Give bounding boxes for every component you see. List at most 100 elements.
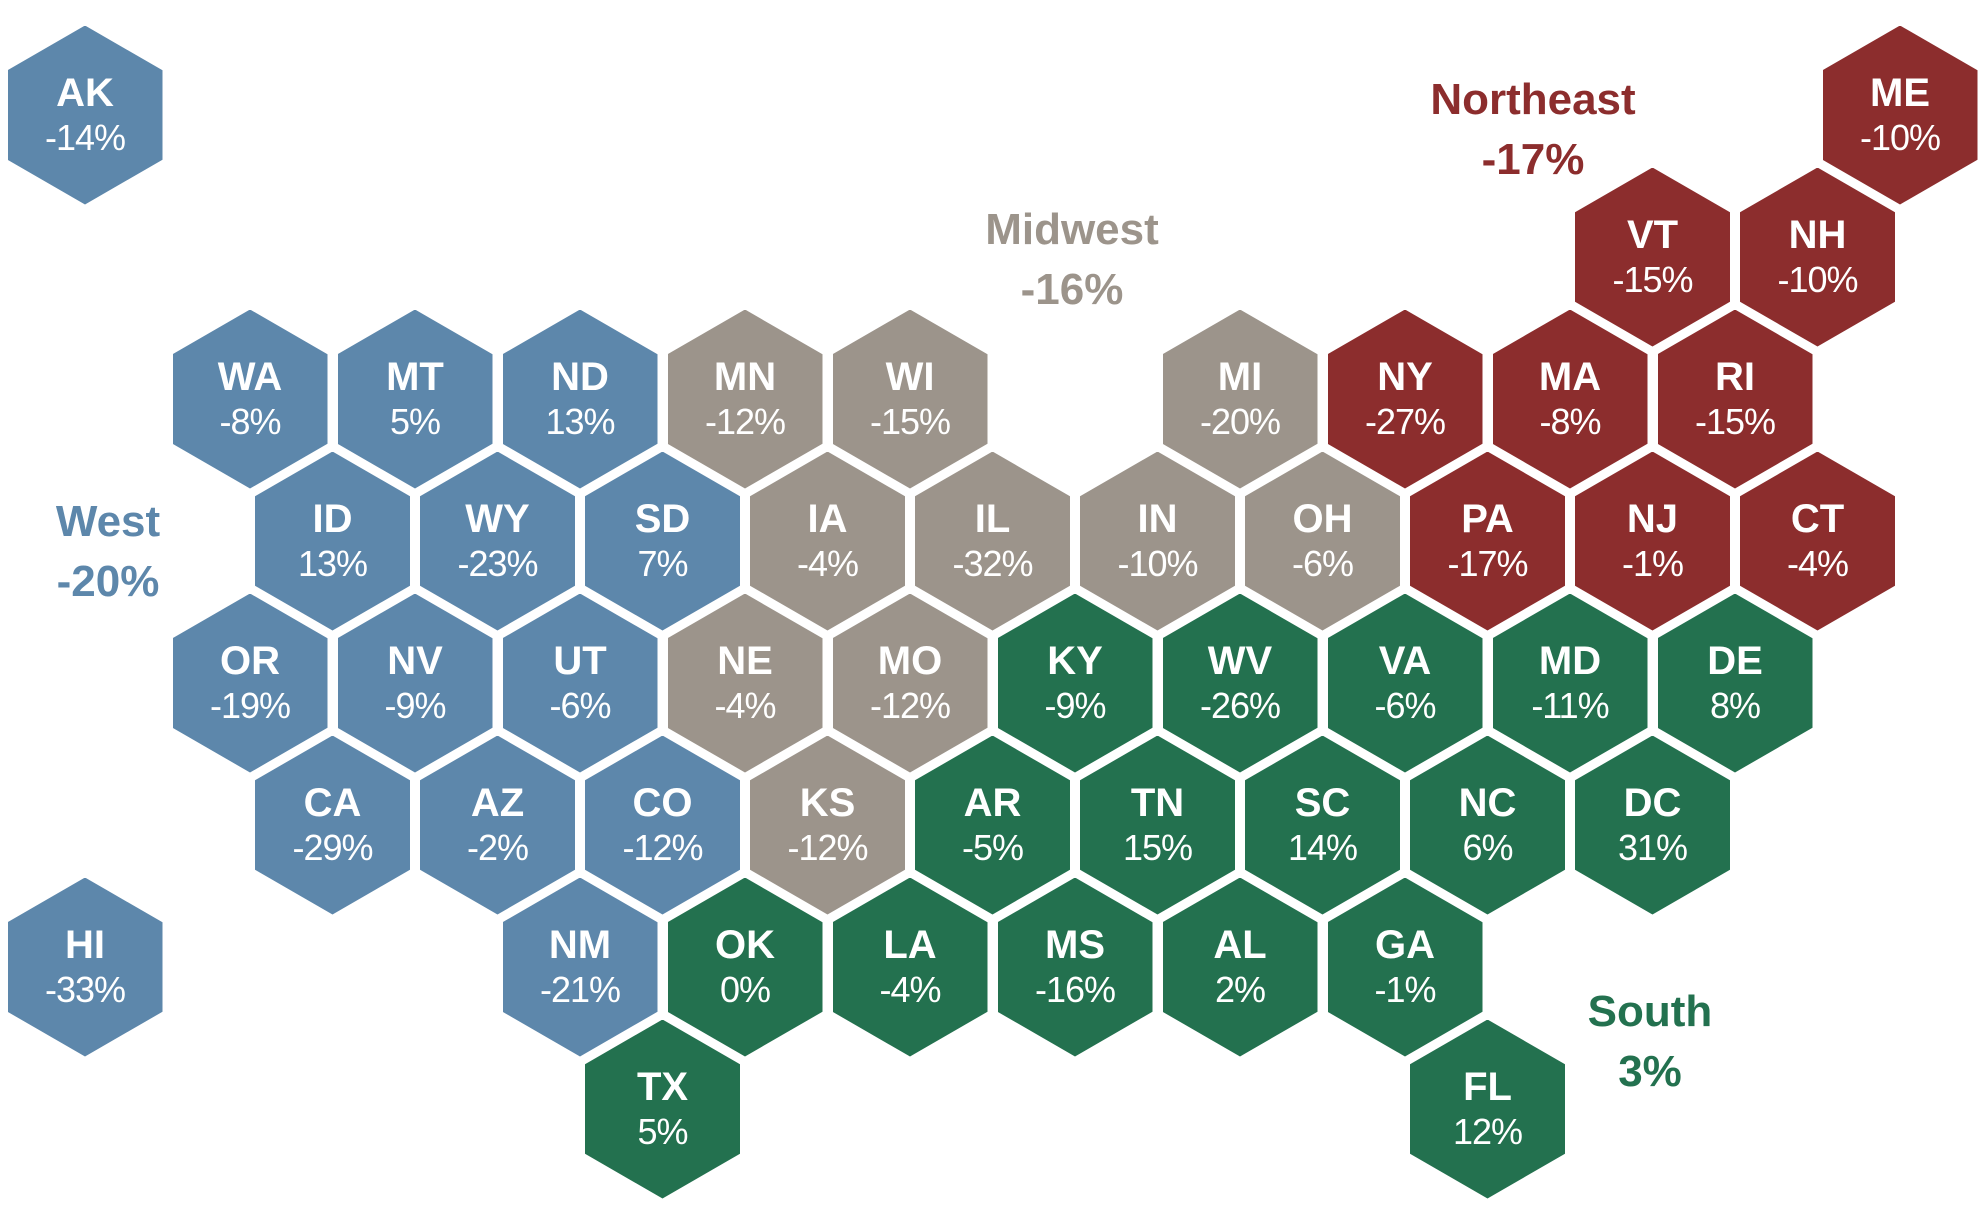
state-hex-il[interactable]: IL -32%: [915, 451, 1070, 631]
state-abbr: VT: [1626, 213, 1679, 257]
state-hex-ut[interactable]: UT -6%: [502, 593, 658, 773]
state-hex-ok[interactable]: OK 0%: [667, 877, 823, 1057]
state-hex-ne[interactable]: NE -4%: [667, 593, 823, 773]
state-abbr: KY: [1047, 639, 1103, 683]
state-abbr: WI: [885, 355, 935, 399]
state-hex-mi[interactable]: MI -20%: [1162, 309, 1318, 489]
state-hex-ak[interactable]: AK -14%: [7, 25, 163, 205]
state-value: -6%: [1374, 685, 1436, 726]
state-hex-wy[interactable]: WY -23%: [420, 451, 575, 631]
state-value: -20%: [1199, 401, 1281, 442]
state-hex-wi[interactable]: WI -15%: [832, 309, 988, 489]
state-value: 0%: [719, 969, 771, 1010]
state-hex-mn[interactable]: MN -12%: [667, 309, 823, 489]
state-abbr: ID: [312, 497, 353, 541]
state-value: -4%: [1786, 543, 1849, 584]
state-hex-al[interactable]: AL 2%: [1162, 877, 1318, 1057]
state-hex-nh[interactable]: NH -10%: [1740, 167, 1895, 347]
region-value: 3%: [1618, 1047, 1682, 1096]
state-value: -11%: [1531, 685, 1609, 726]
state-value: 13%: [545, 401, 615, 442]
state-hex-dc[interactable]: DC 31%: [1575, 735, 1730, 915]
state-hex-or[interactable]: OR -19%: [172, 593, 328, 773]
state-abbr: NE: [717, 639, 773, 683]
state-value: -4%: [714, 685, 776, 726]
state-value: -6%: [1291, 543, 1354, 584]
state-abbr: ME: [1870, 71, 1930, 115]
state-abbr: DE: [1707, 639, 1763, 683]
state-abbr: DC: [1623, 781, 1682, 825]
region-label-west: West -20%: [0, 492, 328, 612]
state-abbr: IL: [974, 497, 1011, 541]
state-hex-sd[interactable]: SD 7%: [585, 451, 740, 631]
state-hex-md[interactable]: MD -11%: [1492, 593, 1648, 773]
state-hex-ms[interactable]: MS -16%: [997, 877, 1153, 1057]
state-value: -1%: [1621, 543, 1684, 584]
state-abbr: AK: [56, 71, 114, 115]
state-value: -5%: [961, 827, 1024, 868]
state-abbr: AL: [1213, 923, 1267, 967]
state-hex-ny[interactable]: NY -27%: [1327, 309, 1483, 489]
region-name: West: [55, 497, 161, 546]
state-hex-wv[interactable]: WV -26%: [1162, 593, 1318, 773]
state-hex-tn[interactable]: TN 15%: [1080, 735, 1235, 915]
state-hex-fl[interactable]: FL 12%: [1410, 1019, 1565, 1199]
state-abbr: MI: [1217, 355, 1263, 399]
state-value: 15%: [1122, 827, 1193, 868]
state-hex-ks[interactable]: KS -12%: [750, 735, 905, 915]
state-hex-mt[interactable]: MT 5%: [337, 309, 493, 489]
state-hex-vt[interactable]: VT -15%: [1575, 167, 1730, 347]
state-hex-ky[interactable]: KY -9%: [997, 593, 1153, 773]
region-value: -16%: [1020, 265, 1124, 314]
state-hex-sc[interactable]: SC 14%: [1245, 735, 1400, 915]
state-hex-ga[interactable]: GA -1%: [1327, 877, 1483, 1057]
state-hex-mo[interactable]: MO -12%: [832, 593, 988, 773]
state-hex-wa[interactable]: WA -8%: [172, 309, 328, 489]
state-hex-ri[interactable]: RI -15%: [1657, 309, 1813, 489]
state-hex-de[interactable]: DE 8%: [1657, 593, 1813, 773]
state-value: -8%: [1539, 401, 1601, 442]
state-hex-nm[interactable]: NM -21%: [502, 877, 658, 1057]
state-hex-ar[interactable]: AR -5%: [915, 735, 1070, 915]
state-hex-nj[interactable]: NJ -1%: [1575, 451, 1730, 631]
region-name: Midwest: [985, 205, 1159, 254]
state-hex-me[interactable]: ME -10%: [1822, 25, 1978, 205]
state-hex-nc[interactable]: NC 6%: [1410, 735, 1565, 915]
state-abbr: WY: [465, 497, 530, 541]
state-hex-ma[interactable]: MA -8%: [1492, 309, 1648, 489]
state-value: -9%: [1044, 685, 1106, 726]
state-hex-nv[interactable]: NV -9%: [337, 593, 493, 773]
state-hex-pa[interactable]: PA -17%: [1410, 451, 1565, 631]
state-abbr: OH: [1292, 497, 1353, 541]
state-hex-oh[interactable]: OH -6%: [1245, 451, 1400, 631]
state-value: -21%: [539, 969, 621, 1010]
state-abbr: MA: [1538, 355, 1602, 399]
state-hex-hi[interactable]: HI -33%: [7, 877, 163, 1057]
state-value: -17%: [1447, 543, 1528, 584]
state-value: -12%: [622, 827, 703, 868]
state-hex-az[interactable]: AZ -2%: [420, 735, 575, 915]
state-hex-ia[interactable]: IA -4%: [750, 451, 905, 631]
state-abbr: FL: [1463, 1065, 1512, 1109]
state-abbr: MN: [713, 355, 777, 399]
state-hex-la[interactable]: LA -4%: [832, 877, 988, 1057]
state-abbr: AR: [963, 781, 1022, 825]
state-hex-ct[interactable]: CT -4%: [1740, 451, 1895, 631]
state-hex-va[interactable]: VA -6%: [1327, 593, 1483, 773]
state-value: -10%: [1117, 543, 1198, 584]
state-abbr: MT: [386, 355, 444, 399]
state-hex-co[interactable]: CO -12%: [585, 735, 740, 915]
state-abbr: RI: [1715, 355, 1755, 399]
state-hex-nd[interactable]: ND 13%: [502, 309, 658, 489]
state-hex-tx[interactable]: TX 5%: [585, 1019, 740, 1199]
state-hex-ca[interactable]: CA -29%: [255, 735, 410, 915]
state-hex-in[interactable]: IN -10%: [1080, 451, 1235, 631]
state-value: -2%: [466, 827, 529, 868]
state-abbr: ND: [551, 355, 609, 399]
state-value: -4%: [879, 969, 941, 1010]
state-value: -10%: [1859, 117, 1941, 158]
state-abbr: WA: [217, 355, 283, 399]
state-abbr: CO: [632, 781, 693, 825]
state-value: -12%: [869, 685, 951, 726]
state-abbr: GA: [1375, 923, 1435, 967]
